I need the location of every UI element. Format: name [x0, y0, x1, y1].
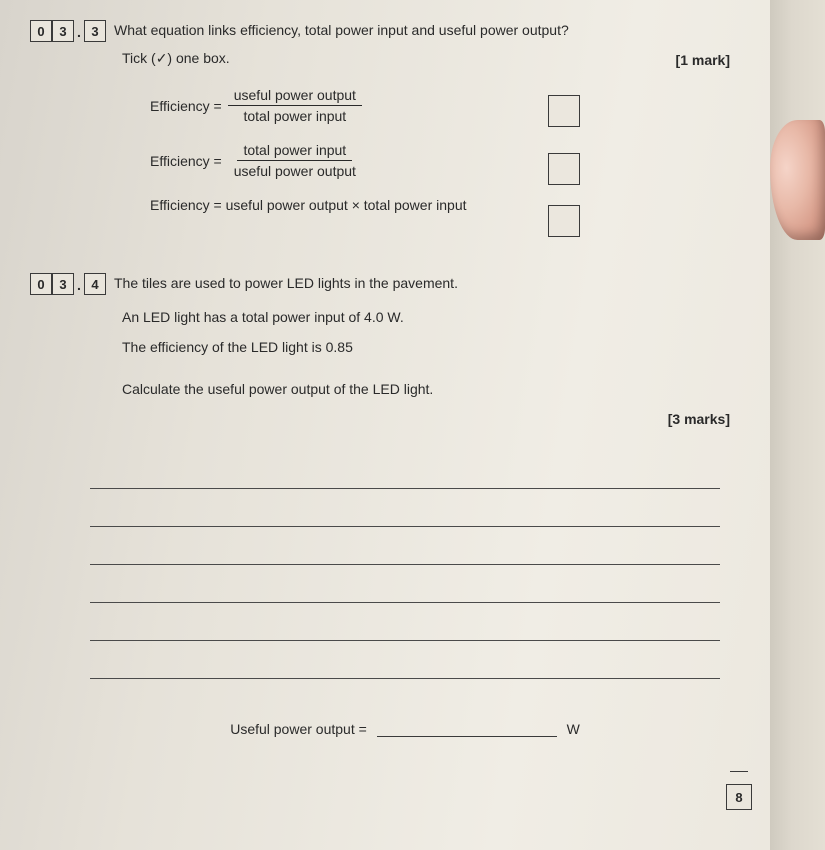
exam-page: 0 3 . 3 What equation links efficiency, … [0, 0, 770, 850]
question-number-033: 0 3 . 3 [30, 20, 106, 42]
question-034-task: Calculate the useful power output of the… [122, 381, 740, 397]
checkbox-option-c[interactable] [548, 205, 580, 237]
answer-line[interactable] [90, 495, 720, 527]
question-034-line3: The efficiency of the LED light is 0.85 [122, 339, 740, 355]
question-034-line1: The tiles are used to power LED lights i… [114, 273, 740, 294]
margin-total-value: 8 [735, 790, 742, 805]
option-c: Efficiency = useful power output × total… [150, 197, 740, 213]
marks-label-034: [3 marks] [30, 411, 730, 427]
option-b-fraction: total power input useful power output [228, 142, 362, 179]
tick-instruction: Tick (✓) one box. [122, 48, 676, 69]
option-a: Efficiency = useful power output total p… [150, 87, 740, 124]
qnum-dot: . [74, 20, 84, 42]
question-033-prompt: What equation links efficiency, total po… [114, 20, 740, 41]
final-answer-row: Useful power output = W [90, 719, 720, 737]
answer-line[interactable] [90, 457, 720, 489]
answer-line[interactable] [90, 647, 720, 679]
marks-label-033: [1 mark] [676, 52, 730, 68]
fraction-denominator: total power input [237, 106, 352, 124]
fraction-numerator: total power input [237, 142, 352, 161]
fraction-numerator: useful power output [228, 87, 362, 106]
option-a-fraction: useful power output total power input [228, 87, 362, 124]
option-b-label: Efficiency = [150, 153, 222, 169]
qnum-digit: 3 [52, 273, 74, 295]
question-number-034: 0 3 . 4 [30, 273, 106, 295]
fraction-denominator: useful power output [228, 161, 362, 179]
qnum-digit: 0 [30, 20, 52, 42]
answer-line[interactable] [90, 609, 720, 641]
question-034-line2: An LED light has a total power input of … [122, 309, 740, 325]
final-answer-label: Useful power output = [230, 721, 367, 737]
final-answer-unit: W [567, 721, 580, 737]
qnum-digit: 4 [84, 273, 106, 295]
option-b: Efficiency = total power input useful po… [150, 142, 740, 179]
qnum-digit: 3 [52, 20, 74, 42]
margin-total-box: 8 [726, 784, 752, 810]
working-area[interactable] [90, 457, 720, 679]
qnum-dot: . [74, 273, 84, 295]
answer-line[interactable] [90, 571, 720, 603]
checkbox-option-a[interactable] [548, 95, 580, 127]
question-034-header: 0 3 . 4 The tiles are used to power LED … [30, 273, 740, 295]
question-033-header: 0 3 . 3 What equation links efficiency, … [30, 20, 740, 42]
qnum-digit: 3 [84, 20, 106, 42]
answer-line[interactable] [90, 533, 720, 565]
qnum-digit: 0 [30, 273, 52, 295]
option-a-label: Efficiency = [150, 98, 222, 114]
checkbox-option-b[interactable] [548, 153, 580, 185]
final-answer-blank[interactable] [377, 719, 557, 737]
option-c-text: Efficiency = useful power output × total… [150, 197, 467, 213]
